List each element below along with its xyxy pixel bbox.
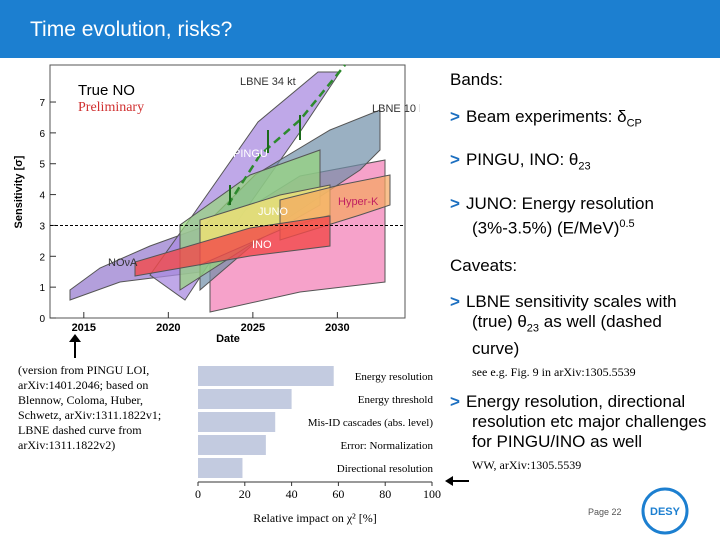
- arrow-icon: [445, 476, 469, 486]
- subscript: 23: [578, 160, 591, 173]
- x-tick-label: 40: [286, 487, 298, 501]
- y-tick-label: 4: [39, 191, 45, 202]
- sensitivity-chart: True NO Preliminary Sensitivity [σ] Date…: [13, 64, 420, 345]
- bullet-marker: >: [450, 193, 460, 213]
- bar: [198, 389, 292, 409]
- bullet-text: JUNO: Energy resolution (3%-3.5%) (E/MeV…: [465, 193, 654, 238]
- x-tick-label: 2015: [72, 322, 96, 334]
- x-tick-label: 60: [332, 487, 344, 501]
- y-tick-label: 0: [39, 314, 45, 325]
- x-axis-label: Date: [216, 333, 240, 345]
- x-tick-label: 2030: [325, 322, 349, 334]
- category-label: Energy resolution: [355, 371, 434, 383]
- impact-chart: 0 20 40 60 80 100 Energy resolution Energy thre…: [195, 366, 441, 525]
- text-column: Bands: > Beam experiments: δCP > PINGU, INO:…: [450, 70, 712, 473]
- bullet-marker: >: [450, 391, 460, 411]
- header-bar: Time evolution, risks?: [0, 0, 720, 58]
- x-tick-label: 2025: [241, 322, 265, 334]
- category-label: Directional resolution: [337, 463, 434, 475]
- y-tick-label: 1: [39, 283, 45, 294]
- category-label: Energy threshold: [358, 394, 434, 406]
- band-label: Hyper-K: [338, 196, 379, 208]
- y-axis-label: Sensitivity [σ]: [13, 155, 25, 228]
- bullet-item: > LBNE sensitivity scales with (true) θ23…: [450, 292, 712, 358]
- section-heading: Caveats:: [450, 256, 518, 276]
- section-heading: Bands:: [450, 70, 503, 89]
- bullet-text: Energy resolution, directional resolutio…: [465, 391, 707, 451]
- bullet-item: > Beam experiments: δCP: [450, 107, 712, 133]
- logo: DESY: [641, 487, 689, 535]
- bullet-text: as well (dashed curve): [472, 312, 662, 358]
- y-tick-label: 2: [39, 252, 45, 263]
- band-label: PINGU: [233, 148, 268, 160]
- bullet-marker: >: [450, 150, 460, 170]
- band-label: NOνA: [108, 257, 138, 269]
- band: [134, 215, 331, 277]
- lbne-dashed-curve: [226, 64, 346, 206]
- category-label: Mis-ID cascades (abs. level): [308, 417, 434, 429]
- x-axis-label: Relative impact on χ² [%]: [253, 511, 377, 525]
- bar: [198, 412, 276, 432]
- subscript: 23: [526, 322, 540, 335]
- scenario-label: True NO: [78, 82, 135, 99]
- label-box: [72, 74, 164, 116]
- band-label: INO: [252, 239, 272, 251]
- x-tick-label: 100: [423, 487, 441, 501]
- reference: WW, arXiv:1305.5539: [472, 457, 582, 472]
- band-label: LBNE 34 kt: [240, 76, 296, 88]
- x-tick-label: 20: [239, 487, 251, 501]
- bullet-item: > JUNO: Energy resolution (3%-3.5%) (E/Me…: [450, 194, 712, 239]
- subscript: CP: [626, 117, 642, 130]
- band-label: LBNE 10 kt: [372, 103, 420, 115]
- bullet-text: PINGU, INO: θ: [465, 150, 579, 170]
- source-note: (version from PINGU LOI, arXiv:1401.2046…: [18, 363, 162, 452]
- bullet-text: Beam experiments: δ: [465, 107, 627, 126]
- x-tick-label: 80: [379, 487, 391, 501]
- logo-text: DESY: [650, 506, 681, 518]
- reference: see e.g. Fig. 9 in arXiv:1305.5539: [472, 364, 636, 379]
- arrow-icon: [69, 334, 81, 358]
- x-tick-label: 2020: [156, 322, 180, 334]
- preliminary-label: Preliminary: [78, 100, 144, 115]
- category-label: Error: Normalization: [340, 440, 433, 452]
- x-tick-label: 0: [195, 487, 201, 501]
- slide-title: Time evolution, risks?: [30, 18, 233, 41]
- bar: [198, 435, 266, 455]
- bar: [198, 458, 243, 478]
- superscript: 0.5: [619, 217, 635, 230]
- bar: [198, 366, 334, 386]
- y-tick-label: 7: [39, 98, 45, 109]
- band-label: JUNO: [258, 206, 288, 218]
- page-number: Page 22: [588, 507, 622, 517]
- bullet-text: LBNE sensitivity scales with (true) θ: [465, 292, 677, 332]
- y-tick-label: 3: [39, 221, 45, 232]
- bullet-marker: >: [450, 292, 460, 312]
- bullet-item: > Energy resolution, directional resoluti…: [450, 392, 712, 452]
- bullet-item: > PINGU, INO: θ23: [450, 150, 712, 176]
- bullet-marker: >: [450, 107, 460, 126]
- y-tick-label: 5: [39, 160, 45, 171]
- y-tick-label: 6: [39, 129, 45, 140]
